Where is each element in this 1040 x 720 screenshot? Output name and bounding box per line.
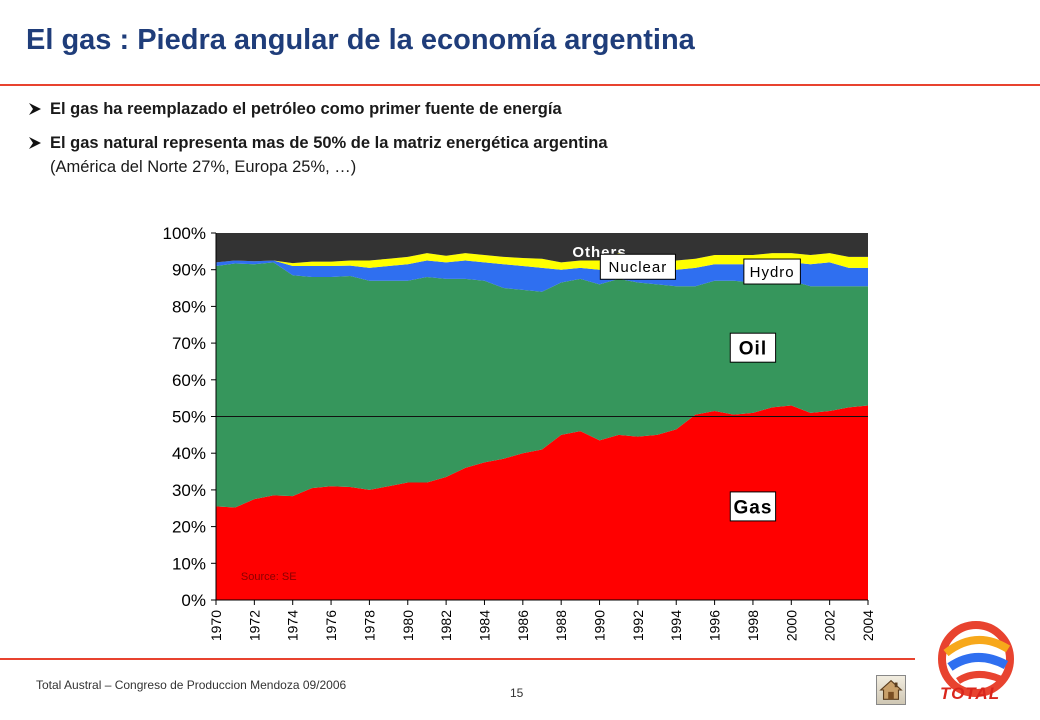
series-label-oil: Oil bbox=[739, 339, 767, 360]
bullet-item: El gas ha reemplazado el petróleo como p… bbox=[28, 100, 608, 134]
x-tick-label: 1992 bbox=[630, 610, 646, 641]
title-divider bbox=[0, 84, 1040, 86]
x-tick-label: 1988 bbox=[553, 610, 569, 641]
x-tick-label: 1972 bbox=[246, 610, 262, 641]
series-label-box bbox=[743, 258, 801, 285]
series-label-box bbox=[729, 332, 777, 363]
series-label-box bbox=[599, 253, 676, 280]
y-tick-label: 70% bbox=[172, 334, 206, 353]
bullet-text: El gas natural representa mas de 50% de … bbox=[50, 134, 608, 152]
y-tick-label: 80% bbox=[172, 297, 206, 316]
y-tick-label: 50% bbox=[172, 408, 206, 427]
arrow-bullet-icon bbox=[29, 137, 41, 149]
y-tick-label: 20% bbox=[172, 518, 206, 537]
area-nuclear bbox=[216, 253, 868, 270]
x-tick-label: 1986 bbox=[515, 610, 531, 641]
y-tick-label: 10% bbox=[172, 554, 206, 573]
x-tick-label: 1976 bbox=[323, 610, 339, 641]
arrow-bullet-icon bbox=[29, 103, 41, 115]
series-label-nuclear: Nuclear bbox=[609, 259, 668, 276]
area-gas bbox=[216, 405, 868, 600]
x-tick-label: 2002 bbox=[822, 610, 838, 641]
total-logo-text: TOTAL bbox=[940, 684, 1001, 703]
x-tick-label: 2000 bbox=[783, 610, 799, 641]
bullet-subtext: (América del Norte 27%, Europa 25%, …) bbox=[50, 158, 357, 176]
home-icon bbox=[879, 679, 903, 700]
x-tick-label: 1998 bbox=[745, 610, 761, 641]
bullet-text: El gas ha reemplazado el petróleo como p… bbox=[50, 100, 562, 118]
series-label-hydro: Hydro bbox=[750, 264, 795, 281]
home-button[interactable] bbox=[876, 675, 906, 705]
area-oil bbox=[216, 262, 868, 508]
y-tick-label: 90% bbox=[172, 261, 206, 280]
page-number: 15 bbox=[510, 686, 524, 700]
chart-source-note: Source: SE bbox=[241, 571, 297, 583]
x-tick-label: 2004 bbox=[860, 610, 876, 641]
x-tick-label: 1974 bbox=[285, 610, 301, 641]
total-logo-icon bbox=[938, 621, 1014, 697]
area-others bbox=[216, 233, 868, 264]
area-hydro bbox=[216, 260, 868, 292]
y-tick-label: 40% bbox=[172, 444, 206, 463]
footer-text: Total Austral – Congreso de Produccion M… bbox=[36, 678, 347, 692]
series-label-box bbox=[729, 491, 777, 522]
x-tick-label: 1970 bbox=[208, 610, 224, 641]
x-tick-label: 1978 bbox=[361, 610, 377, 641]
y-tick-label: 30% bbox=[172, 481, 206, 500]
x-tick-label: 1984 bbox=[476, 610, 492, 641]
x-tick-label: 1990 bbox=[592, 610, 608, 641]
x-tick-label: 1982 bbox=[438, 610, 454, 641]
x-tick-label: 1996 bbox=[707, 610, 723, 641]
y-tick-label: 100% bbox=[163, 224, 206, 243]
x-tick-label: 1994 bbox=[668, 610, 684, 641]
bullet-list: El gas ha reemplazado el petróleo como p… bbox=[28, 100, 608, 177]
bullet-item: El gas natural representa mas de 50% de … bbox=[28, 134, 608, 158]
series-label-gas: Gas bbox=[733, 497, 772, 518]
footer-divider bbox=[0, 658, 915, 660]
y-tick-label: 60% bbox=[172, 371, 206, 390]
y-tick-label: 0% bbox=[181, 591, 206, 610]
x-tick-label: 1980 bbox=[400, 610, 416, 641]
slide-title: El gas : Piedra angular de la economía a… bbox=[26, 24, 695, 56]
